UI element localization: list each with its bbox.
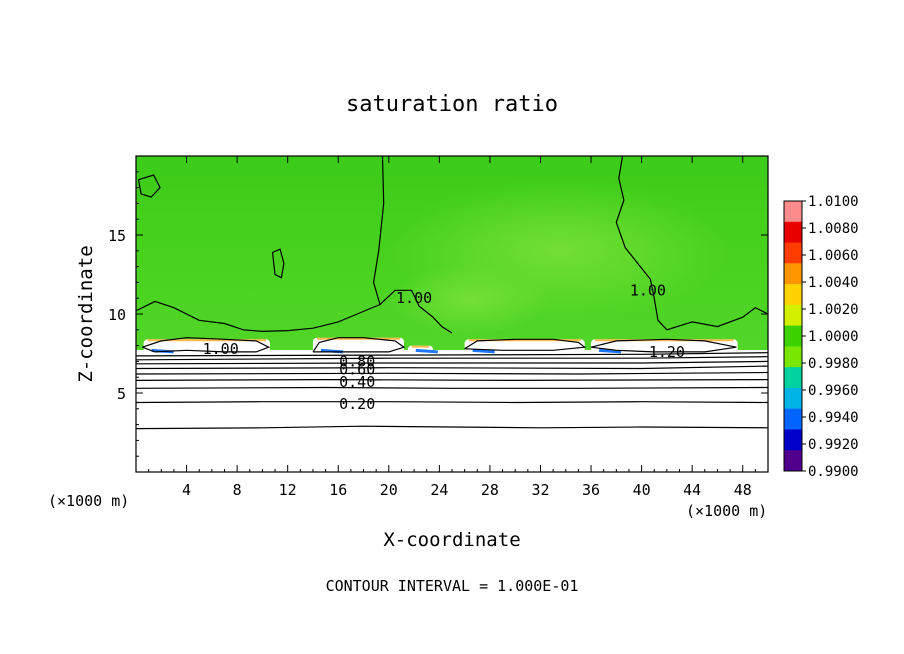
cloud-edge-mark xyxy=(598,348,622,354)
contour-line xyxy=(136,401,768,404)
x-tick-label: 36 xyxy=(582,481,600,499)
colorbar-tick-label: 1.0100 xyxy=(808,194,859,210)
x-unit-left: (×1000 m) xyxy=(48,492,129,510)
colorbar-swatch xyxy=(784,346,802,368)
contour-label: 1.00 xyxy=(396,289,432,307)
x-tick-label: 16 xyxy=(329,481,347,499)
colorbar-swatch xyxy=(784,201,802,223)
x-tick-label: 40 xyxy=(633,481,651,499)
contour-line xyxy=(136,356,768,361)
y-tick-label: 5 xyxy=(117,385,126,403)
colorbar-swatch xyxy=(784,387,802,410)
contour-line xyxy=(464,338,587,351)
colorbar-swatch xyxy=(784,325,802,347)
colorbar: 1.0100 1.0080 1.0060 1.0040 1.0020 1.0000 0.99… xyxy=(783,194,859,480)
colorbar-tick-label: 0.9900 xyxy=(808,464,859,480)
x-axis: 4 8 12 16 20 24 28 32 36 40 44 48 xyxy=(148,156,756,499)
contour-line xyxy=(142,337,271,353)
x-tick-label: 8 xyxy=(233,481,242,499)
contour-line xyxy=(312,337,406,353)
y-tick-label: 15 xyxy=(108,227,126,245)
contour-line xyxy=(271,248,285,279)
field-light-patch xyxy=(390,265,550,335)
colorbar-tick-label: 0.9980 xyxy=(808,356,859,372)
chart-title: saturation ratio xyxy=(346,92,558,117)
y-tick-label: 10 xyxy=(108,306,126,324)
cloud-edge-mark xyxy=(415,348,438,354)
x-tick-label: 12 xyxy=(279,481,297,499)
colorbar-swatch xyxy=(784,450,802,472)
colorbar-swatch xyxy=(784,408,802,430)
contour-line xyxy=(590,338,737,353)
contour-line xyxy=(136,360,768,365)
colorbar-tick-label: 1.0080 xyxy=(808,221,859,237)
field-low-region xyxy=(136,350,768,472)
contour-line xyxy=(136,365,768,370)
contour-line xyxy=(136,379,768,381)
colorbar-swatch xyxy=(784,263,802,285)
colorbar-tick-label: 1.0000 xyxy=(808,329,859,345)
colorbar-swatch xyxy=(784,284,802,306)
contour-label: 1.00 xyxy=(630,281,666,299)
contour-label: 0.20 xyxy=(339,395,375,413)
x-tick-label: 32 xyxy=(531,481,549,499)
x-tick-label: 20 xyxy=(380,481,398,499)
colorbar-tick-label: 1.0060 xyxy=(808,248,859,264)
contour-line xyxy=(136,425,768,430)
colorbar-tick-label: 1.0040 xyxy=(808,275,859,291)
colorbar-tick-label: 1.0020 xyxy=(808,302,859,318)
contour-line xyxy=(372,156,453,334)
contour-line xyxy=(136,352,768,357)
colorbar-swatch xyxy=(784,242,802,264)
contour-line xyxy=(136,386,768,389)
x-tick-label: 4 xyxy=(182,481,191,499)
x-tick-label: 28 xyxy=(481,481,499,499)
colorbar-swatch xyxy=(784,367,802,389)
x-tick-label: 24 xyxy=(430,481,448,499)
contour-label: 0.40 xyxy=(339,373,375,391)
cloud-region xyxy=(591,339,738,362)
colorbar-tick-label: 0.9920 xyxy=(808,437,859,453)
contour-line xyxy=(137,174,161,198)
x-tick-label: 48 xyxy=(734,481,752,499)
colorbar-swatch xyxy=(784,304,802,327)
cloud-region xyxy=(407,345,434,362)
contour-interval-note: CONTOUR INTERVAL = 1.000E-01 xyxy=(326,577,579,595)
cloud-edge-mark xyxy=(472,348,495,354)
plot-area: 0.20 0.400.600.80 1.00 1.00 1.00 1.20 xyxy=(136,156,768,472)
contour-line xyxy=(136,371,768,375)
colorbar-swatch xyxy=(784,221,802,244)
contour-label: 1.00 xyxy=(203,340,239,358)
contour-line xyxy=(136,300,381,333)
contour-line xyxy=(666,306,768,331)
colorbar-swatch xyxy=(784,429,802,451)
contour-label: 1.20 xyxy=(649,343,685,361)
colorbar-tick-label: 0.9940 xyxy=(808,410,859,426)
x-tick-label: 44 xyxy=(683,481,701,499)
contour-label: 0.80 xyxy=(339,352,375,370)
colorbar-tick-label: 0.9960 xyxy=(808,383,859,399)
y-axis: 5 10 15 xyxy=(108,171,768,457)
x-unit-right: (×1000 m) xyxy=(686,502,767,520)
contour-line xyxy=(615,156,668,331)
y-axis-label: Z-coordinate xyxy=(75,245,97,382)
x-axis-label: X-coordinate xyxy=(383,529,520,551)
contour-label: 0.60 xyxy=(339,360,375,378)
